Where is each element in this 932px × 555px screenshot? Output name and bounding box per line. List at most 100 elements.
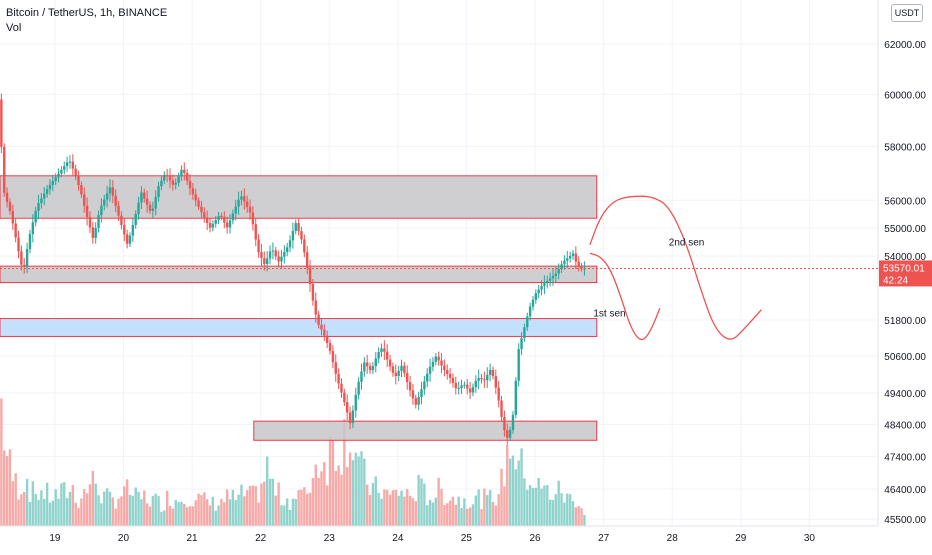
candle-body [211,223,215,228]
candle-body [328,343,332,351]
candle-body [163,174,166,181]
volume-bar [40,490,43,526]
candle-body [451,377,455,383]
volume-bar [160,511,163,526]
volume-bar [77,508,80,526]
candle-body [200,206,203,213]
candle-body [403,365,406,374]
candle-body [154,197,157,209]
candle-body [148,204,152,211]
candle-body [305,252,309,268]
candle-body [334,362,337,374]
volume-bar [328,436,332,526]
candle-body [457,388,460,390]
volume-bar [486,495,489,526]
volume-bar [65,498,69,526]
candle-body [243,196,246,202]
candle-body [131,225,135,236]
volume-bar [263,481,266,526]
candle-body [480,378,483,380]
candle-body [197,200,200,207]
candle-body [474,380,478,388]
volume-bar [451,496,455,526]
candle-body [45,189,49,194]
candle-body [283,251,286,257]
volume-bar [125,479,129,526]
candle-body [165,174,169,177]
volume-bar [168,505,172,526]
candle-body [308,267,312,285]
annotations[interactable]: 1st sen 2nd sen [593,237,704,319]
candle-body [271,250,275,252]
candle-body [83,194,86,206]
candle-body [377,352,380,359]
candle-body [557,269,560,274]
candle-body [577,261,580,267]
candle-body [34,210,37,223]
candle-body [514,380,518,415]
volume-bar [103,491,106,526]
candle-body [240,196,243,200]
volume-bar [117,498,120,526]
candle-body [291,230,295,241]
candle-body [223,216,226,223]
volume-bar [228,499,232,526]
volume-bar [354,452,357,526]
volume-bar [506,444,509,526]
zones[interactable] [0,175,598,441]
candle-body [411,390,415,399]
candle-body [511,414,515,430]
candle-body [554,273,558,277]
candle-body [331,350,335,363]
volume-bar [60,483,63,526]
volume-bar [434,497,437,526]
candle-body [285,247,289,252]
candle-body [68,161,72,163]
candle-body [234,206,237,214]
volume-bar [17,499,20,526]
currency-badge[interactable]: USDT [891,4,923,22]
volume-bar [265,456,269,526]
volume-bar [411,498,415,526]
volume-bar [74,502,77,526]
scenario-drawings[interactable] [589,195,762,341]
volume-bar [366,484,369,526]
volume-bar [440,488,443,526]
candle-body [105,193,109,200]
resistance-zone-current [0,265,598,284]
candle-body [125,234,129,244]
volume-bar [574,507,578,526]
volume-bar [334,471,337,526]
candle-body [205,217,209,223]
candle-body [31,222,35,235]
annotation-1st-sen: 1st sen [593,308,625,319]
volume-bar [383,489,386,526]
volume-label[interactable]: Vol [6,22,22,34]
volume-bar [94,483,97,526]
volume-bar [3,450,6,526]
chart-legend: Bitcoin / TetherUS, 1h, BINANCE Vol [6,6,167,36]
candle-body [8,201,12,212]
volume-bar [428,499,432,526]
volume-bar [108,491,112,526]
volume-bar [480,509,483,526]
candle-body [185,173,189,181]
volume-bar [311,477,315,526]
candle-body [506,430,509,438]
volume-bar [534,487,538,526]
x-tick-label: 20 [118,533,130,544]
candle-body [117,205,120,216]
symbol-title[interactable]: Bitcoin / TetherUS, 1h, BINANCE [6,7,168,19]
candle-body [580,266,583,269]
volume-bar [317,477,320,526]
volume-bar [174,500,177,526]
candle-body [371,366,375,371]
x-tick-label: 24 [392,533,404,544]
candle-body [88,216,92,228]
y-tick-label: 60000.00 [884,90,926,101]
volume-bar [343,419,346,526]
volume-bar [331,439,335,526]
